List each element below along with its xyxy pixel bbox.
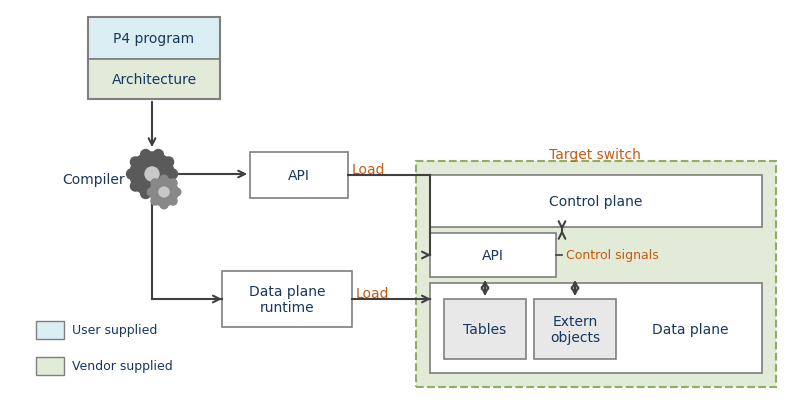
Circle shape	[141, 150, 151, 160]
Text: User supplied: User supplied	[72, 324, 157, 337]
Circle shape	[160, 201, 168, 209]
FancyBboxPatch shape	[222, 271, 352, 327]
FancyBboxPatch shape	[430, 283, 762, 373]
Text: Control plane: Control plane	[549, 195, 642, 209]
Text: Vendor supplied: Vendor supplied	[72, 360, 173, 373]
Text: Extern
objects: Extern objects	[550, 314, 600, 344]
FancyBboxPatch shape	[430, 176, 762, 228]
Circle shape	[130, 158, 141, 168]
Text: API: API	[288, 169, 310, 183]
Circle shape	[130, 182, 141, 192]
Text: Data plane: Data plane	[652, 322, 728, 336]
Text: Load: Load	[356, 286, 390, 300]
FancyBboxPatch shape	[416, 161, 776, 387]
Text: P4 program: P4 program	[114, 32, 195, 46]
Text: Tables: Tables	[464, 322, 507, 336]
FancyBboxPatch shape	[88, 60, 220, 100]
Text: Target switch: Target switch	[549, 147, 641, 161]
Circle shape	[147, 189, 155, 197]
Circle shape	[169, 180, 177, 188]
Text: Data plane
runtime: Data plane runtime	[249, 284, 326, 314]
Circle shape	[164, 158, 174, 168]
Circle shape	[160, 176, 168, 184]
Circle shape	[169, 197, 177, 206]
Circle shape	[130, 153, 174, 197]
Text: Load: Load	[352, 163, 386, 177]
Text: API: API	[482, 248, 504, 262]
FancyBboxPatch shape	[88, 18, 220, 60]
Text: Architecture: Architecture	[111, 73, 197, 87]
Circle shape	[153, 189, 164, 199]
Circle shape	[145, 168, 159, 182]
Circle shape	[159, 188, 169, 197]
FancyBboxPatch shape	[430, 233, 556, 277]
Circle shape	[164, 182, 174, 192]
Circle shape	[168, 170, 178, 180]
Circle shape	[126, 170, 137, 180]
Circle shape	[153, 150, 164, 160]
FancyBboxPatch shape	[36, 321, 64, 339]
Circle shape	[173, 189, 181, 197]
Circle shape	[151, 180, 159, 188]
Circle shape	[150, 178, 178, 206]
FancyBboxPatch shape	[250, 153, 348, 199]
Text: Control signals: Control signals	[566, 249, 659, 262]
Circle shape	[141, 189, 151, 199]
FancyBboxPatch shape	[444, 299, 526, 359]
Circle shape	[151, 197, 159, 206]
Text: Compiler: Compiler	[62, 173, 125, 187]
FancyBboxPatch shape	[534, 299, 616, 359]
FancyBboxPatch shape	[36, 357, 64, 375]
